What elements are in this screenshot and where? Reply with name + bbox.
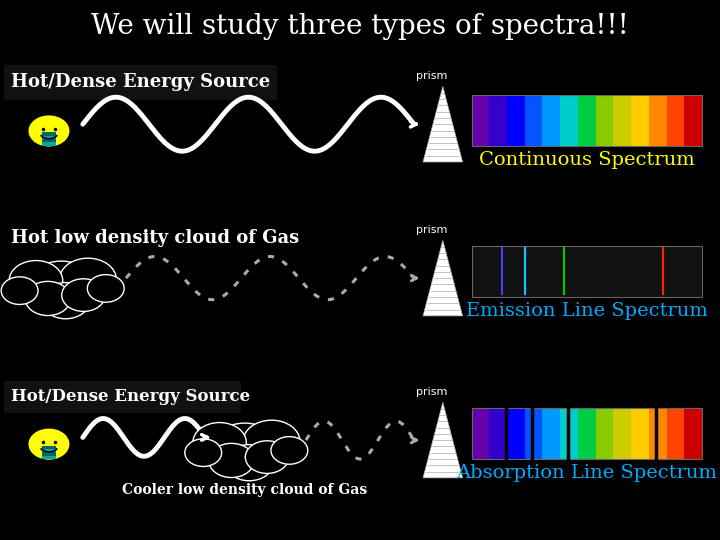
- Bar: [472, 94, 702, 146]
- Bar: [42, 446, 56, 449]
- Circle shape: [212, 423, 279, 473]
- Bar: [684, 408, 703, 459]
- Polygon shape: [423, 402, 462, 478]
- Bar: [542, 94, 561, 146]
- Bar: [4, 381, 241, 413]
- Bar: [42, 136, 56, 139]
- Text: prism: prism: [416, 71, 447, 81]
- Circle shape: [28, 261, 95, 311]
- Circle shape: [29, 429, 69, 459]
- Bar: [507, 408, 526, 459]
- Circle shape: [185, 439, 222, 467]
- Bar: [525, 408, 543, 459]
- Bar: [684, 94, 703, 146]
- Bar: [490, 94, 508, 146]
- Bar: [472, 408, 702, 459]
- Bar: [560, 94, 579, 146]
- Circle shape: [271, 437, 307, 464]
- Text: Hot low density cloud of Gas: Hot low density cloud of Gas: [11, 228, 299, 247]
- Bar: [667, 408, 685, 459]
- Bar: [490, 408, 508, 459]
- Circle shape: [209, 443, 254, 477]
- Bar: [42, 456, 56, 459]
- Bar: [472, 408, 490, 459]
- Text: Continuous Spectrum: Continuous Spectrum: [479, 151, 695, 169]
- Bar: [472, 246, 702, 297]
- Bar: [42, 449, 56, 453]
- Circle shape: [42, 282, 90, 319]
- Circle shape: [1, 277, 38, 305]
- Circle shape: [60, 258, 117, 301]
- Bar: [4, 65, 277, 100]
- Circle shape: [225, 444, 274, 481]
- Text: Absorption Line Spectrum: Absorption Line Spectrum: [456, 464, 717, 482]
- Text: Emission Line Spectrum: Emission Line Spectrum: [466, 302, 708, 320]
- Bar: [472, 94, 490, 146]
- Polygon shape: [423, 86, 462, 162]
- Text: Cooler low density cloud of Gas: Cooler low density cloud of Gas: [122, 483, 367, 497]
- Bar: [631, 94, 649, 146]
- Bar: [578, 408, 596, 459]
- Circle shape: [29, 116, 69, 146]
- Circle shape: [9, 260, 63, 301]
- Bar: [42, 453, 56, 456]
- Text: We will study three types of spectra!!!: We will study three types of spectra!!!: [91, 14, 629, 40]
- Bar: [42, 143, 56, 146]
- Bar: [578, 94, 596, 146]
- Bar: [507, 94, 526, 146]
- Circle shape: [246, 441, 289, 474]
- Circle shape: [193, 422, 246, 463]
- Bar: [595, 94, 614, 146]
- Circle shape: [62, 279, 105, 312]
- Text: Hot/Dense Energy Source: Hot/Dense Energy Source: [11, 73, 270, 91]
- Circle shape: [87, 275, 124, 302]
- Bar: [560, 408, 579, 459]
- Bar: [595, 408, 614, 459]
- Bar: [649, 94, 667, 146]
- Bar: [613, 408, 632, 459]
- Text: Hot/Dense Energy Source: Hot/Dense Energy Source: [11, 388, 250, 406]
- Bar: [613, 94, 632, 146]
- Bar: [42, 132, 56, 136]
- Bar: [525, 94, 543, 146]
- Polygon shape: [423, 240, 462, 316]
- Bar: [42, 139, 56, 143]
- Bar: [667, 94, 685, 146]
- Text: prism: prism: [416, 387, 447, 397]
- Text: prism: prism: [416, 225, 447, 235]
- Bar: [631, 408, 649, 459]
- Circle shape: [243, 420, 300, 463]
- Circle shape: [25, 281, 71, 315]
- Bar: [542, 408, 561, 459]
- Bar: [649, 408, 667, 459]
